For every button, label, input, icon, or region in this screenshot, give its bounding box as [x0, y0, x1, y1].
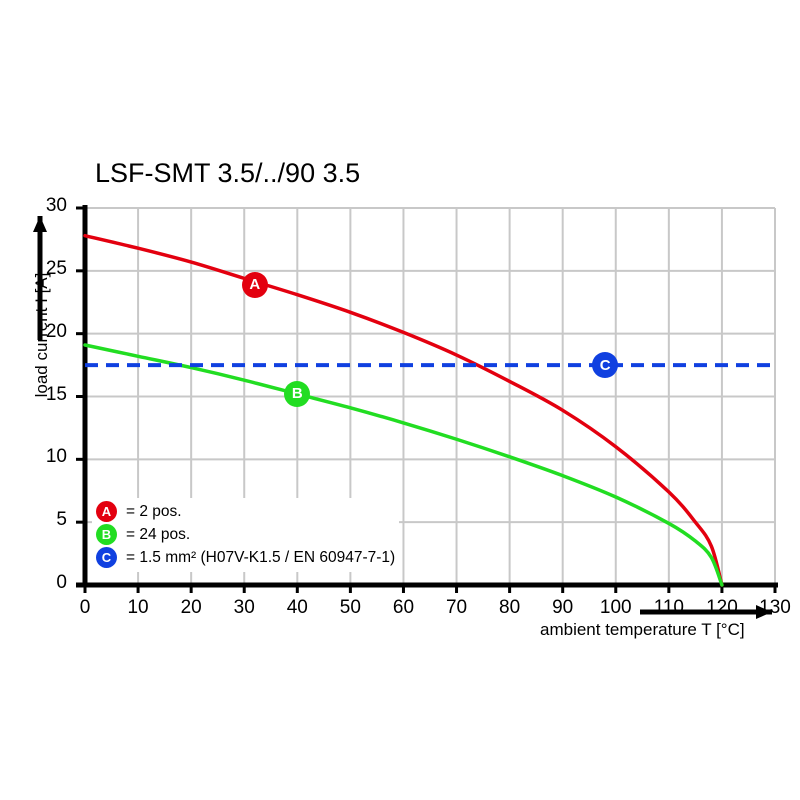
- curve-marker-b-icon: B: [284, 380, 311, 407]
- curve-marker-a-icon: A: [241, 271, 268, 298]
- x-tick-label: 130: [759, 597, 791, 618]
- curve-marker-c-icon: C: [592, 352, 619, 379]
- x-axis-arrow-head: [756, 605, 772, 619]
- series-line-b: [83, 343, 724, 587]
- legend: A = 2 pos. B = 24 pos. C = 1.5 mm² (H07V…: [92, 498, 400, 572]
- x-tick-label: 80: [499, 597, 521, 618]
- x-tick-label: 50: [339, 597, 361, 618]
- legend-marker-c-icon: C: [96, 547, 117, 568]
- x-tick-label: 20: [180, 597, 202, 618]
- y-tick-label: 15: [45, 383, 67, 405]
- legend-label-c: = 1.5 mm² (H07V-K1.5 / EN 60947-7-1): [126, 548, 396, 566]
- x-tick-label: 120: [706, 597, 738, 618]
- y-tick-label: 10: [45, 446, 67, 468]
- y-tick-label: 30: [45, 195, 67, 216]
- y-tick-label: 20: [45, 320, 67, 342]
- x-tick-label: 30: [233, 597, 255, 618]
- legend-item: C = 1.5 mm² (H07V-K1.5 / EN 60947-7-1): [96, 546, 395, 569]
- x-tick-label: 10: [127, 597, 149, 618]
- x-tick-label: 100: [599, 597, 632, 618]
- x-tick-label: 110: [653, 597, 684, 618]
- x-tick-label: 90: [552, 597, 574, 618]
- page-title: LSF-SMT 3.5/../90 3.5: [95, 158, 361, 188]
- x-axis-title: ambient temperature T [°C]: [540, 620, 745, 639]
- legend-marker-b-icon: B: [96, 524, 117, 545]
- legend-label-b: = 24 pos.: [126, 525, 191, 543]
- legend-item: B = 24 pos.: [96, 523, 395, 546]
- series-line-a: [83, 233, 724, 587]
- x-tick-label: 40: [286, 597, 308, 618]
- y-axis-arrow-head: [33, 216, 47, 232]
- x-tick-label: 0: [79, 597, 91, 618]
- y-tick-label: 0: [56, 572, 67, 593]
- x-tick-label: 60: [392, 597, 415, 618]
- legend-label-a: = 2 pos.: [126, 502, 182, 520]
- y-tick-label: 5: [56, 509, 67, 531]
- y-tick-label: 25: [45, 257, 67, 279]
- legend-marker-a-icon: A: [96, 501, 117, 522]
- x-tick-label: 70: [445, 597, 468, 618]
- legend-item: A = 2 pos.: [96, 500, 395, 523]
